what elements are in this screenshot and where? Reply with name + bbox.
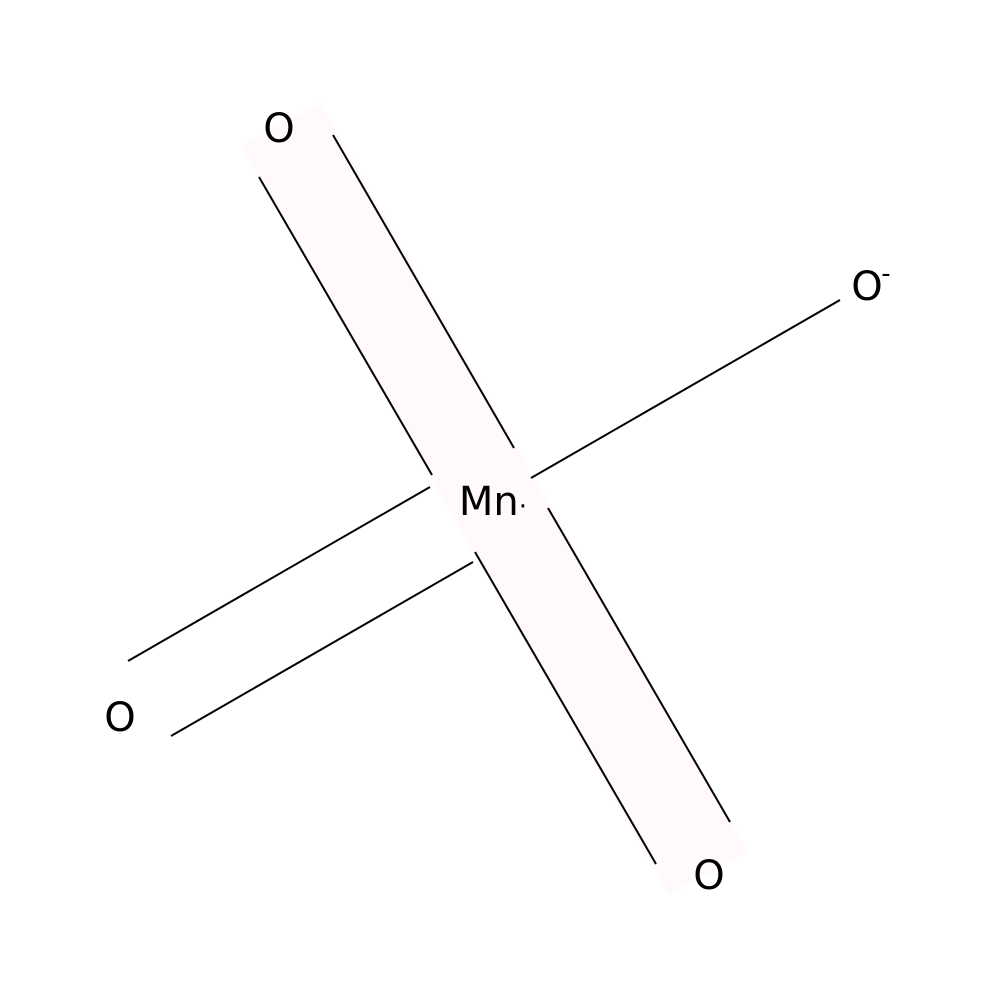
atom-o-right-symbol: O bbox=[851, 264, 882, 310]
bond-mn-o-right bbox=[530, 299, 841, 479]
atom-mn: Mn· bbox=[459, 479, 527, 525]
bond-mn-o-left bbox=[127, 486, 474, 737]
atom-o-left: O bbox=[104, 695, 135, 741]
atom-o-top: O bbox=[263, 106, 294, 152]
highlight-band bbox=[241, 103, 748, 895]
bond-mn-o-bottom bbox=[474, 507, 731, 865]
atom-o-right-charge: - bbox=[881, 259, 890, 289]
atom-o-right: O bbox=[851, 264, 882, 310]
atom-mn-radical: · bbox=[519, 492, 527, 522]
bond-mn-o-top bbox=[258, 134, 515, 476]
atom-o-bottom: O bbox=[693, 853, 724, 899]
atom-mn-symbol: Mn bbox=[459, 479, 519, 525]
